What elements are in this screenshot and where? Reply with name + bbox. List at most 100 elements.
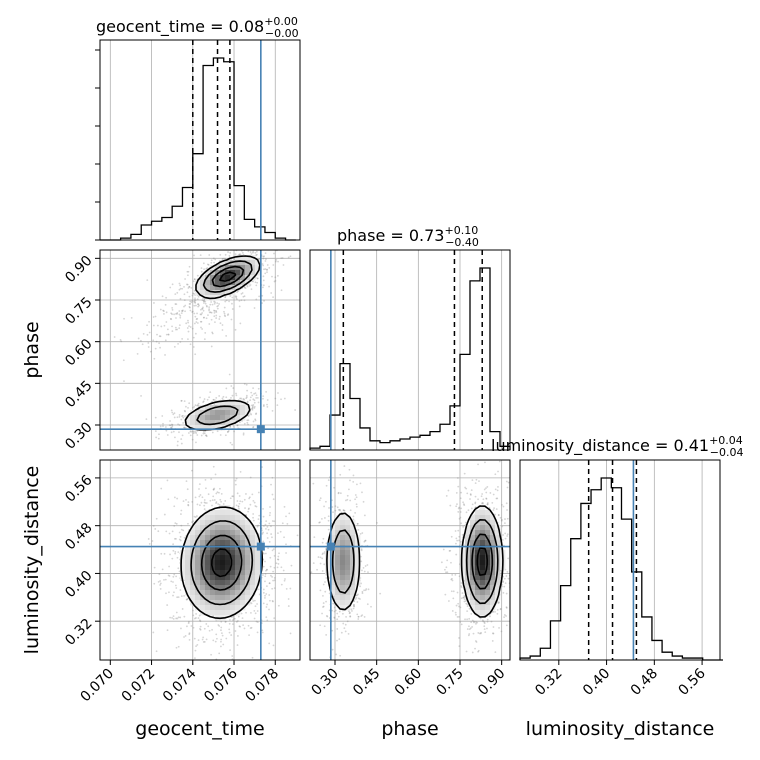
scatter-point: [210, 345, 213, 348]
density-cell: [245, 405, 251, 411]
scatter-point: [182, 422, 185, 424]
scatter-point: [481, 501, 484, 504]
density-cell: [210, 425, 216, 431]
x-tick-label: 0.076: [201, 665, 241, 705]
scatter-point: [211, 504, 213, 507]
density-cell: [215, 540, 221, 546]
scatter-point: [460, 491, 463, 494]
density-cell: [250, 565, 256, 571]
density-cell: [230, 585, 236, 591]
scatter-point: [154, 416, 157, 419]
scatter-point: [185, 322, 188, 325]
scatter-point: [475, 663, 477, 665]
scatter-point: [496, 612, 499, 615]
title-geocent-time-sup: +0.00: [264, 15, 298, 28]
scatter-point: [164, 426, 167, 428]
title-luminosity-distance-sup: +0.04: [709, 434, 743, 447]
scatter-point: [452, 590, 455, 593]
scatter-point: [505, 624, 508, 627]
density-cell: [210, 420, 216, 426]
scatter-point: [272, 644, 275, 647]
density-cell: [230, 590, 236, 596]
scatter-point: [200, 320, 203, 323]
scatter-point: [262, 395, 265, 398]
scatter-point: [513, 468, 515, 470]
scatter-point: [185, 499, 187, 501]
density-cell: [200, 520, 206, 526]
scatter-point: [367, 588, 370, 591]
scatter-point: [245, 493, 247, 495]
scatter-point: [252, 600, 255, 602]
density-cell: [255, 550, 261, 556]
scatter-point: [173, 412, 176, 415]
scatter-point: [186, 488, 189, 491]
scatter-point: [280, 566, 283, 569]
scatter-point: [483, 622, 486, 625]
scatter-point: [187, 287, 190, 289]
density-cell: [240, 540, 246, 546]
density-cell: [205, 510, 211, 516]
scatter-point: [324, 517, 326, 519]
scatter-point: [280, 257, 283, 260]
scatter-point: [245, 383, 248, 386]
scatter-point: [211, 331, 214, 334]
scatter-point: [153, 302, 155, 304]
scatter-point: [234, 328, 237, 331]
scatter-point: [486, 618, 489, 621]
scatter-point: [325, 577, 328, 579]
scatter-point: [452, 597, 455, 600]
scatter-point: [492, 626, 495, 628]
scatter-point: [171, 617, 173, 619]
scatter-point: [246, 285, 249, 288]
scatter-point: [271, 587, 274, 590]
scatter-point: [178, 282, 181, 285]
scatter-point: [268, 608, 270, 611]
scatter-point: [449, 549, 452, 552]
scatter-point: [175, 611, 178, 614]
density-cell: [215, 545, 221, 551]
density-content: [100, 460, 300, 660]
density-cell: [220, 405, 226, 411]
scatter-point: [283, 505, 286, 508]
density-cell: [230, 420, 236, 426]
density-cell: [205, 605, 211, 611]
scatter-point: [152, 339, 155, 342]
density-cell: [215, 550, 221, 556]
scatter-point: [193, 430, 195, 433]
scatter-point: [181, 310, 184, 313]
scatter-point: [470, 489, 473, 491]
scatter-point: [458, 539, 460, 542]
x-tick-label: 0.078: [242, 666, 282, 706]
scatter-point: [466, 605, 469, 608]
density-cell: [225, 280, 231, 286]
scatter-point: [262, 257, 265, 260]
scatter-point: [474, 495, 477, 498]
scatter-point: [273, 566, 276, 569]
scatter-point: [273, 577, 276, 579]
scatter-point: [457, 507, 460, 510]
density-cell: [225, 260, 231, 266]
density-cell: [190, 585, 196, 591]
scatter-point: [256, 603, 258, 605]
scatter-point: [251, 493, 254, 496]
scatter-point: [344, 630, 347, 633]
scatter-point: [352, 515, 355, 518]
scatter-point: [185, 598, 188, 601]
scatter-point: [221, 258, 224, 261]
scatter-point: [171, 283, 174, 286]
scatter-point: [440, 561, 443, 564]
scatter-point: [188, 285, 191, 288]
scatter-point: [287, 598, 290, 600]
density-cell: [245, 540, 251, 546]
density-cell: [210, 580, 216, 586]
scatter-point: [250, 602, 253, 605]
scatter-point: [186, 283, 189, 286]
scatter-point: [198, 304, 200, 307]
scatter-point: [265, 593, 268, 595]
density-cell: [190, 545, 196, 551]
scatter-point: [171, 308, 174, 311]
scatter-point: [275, 259, 278, 261]
density-cell: [195, 525, 201, 531]
scatter-point: [283, 397, 286, 400]
scatter-point: [238, 253, 241, 256]
